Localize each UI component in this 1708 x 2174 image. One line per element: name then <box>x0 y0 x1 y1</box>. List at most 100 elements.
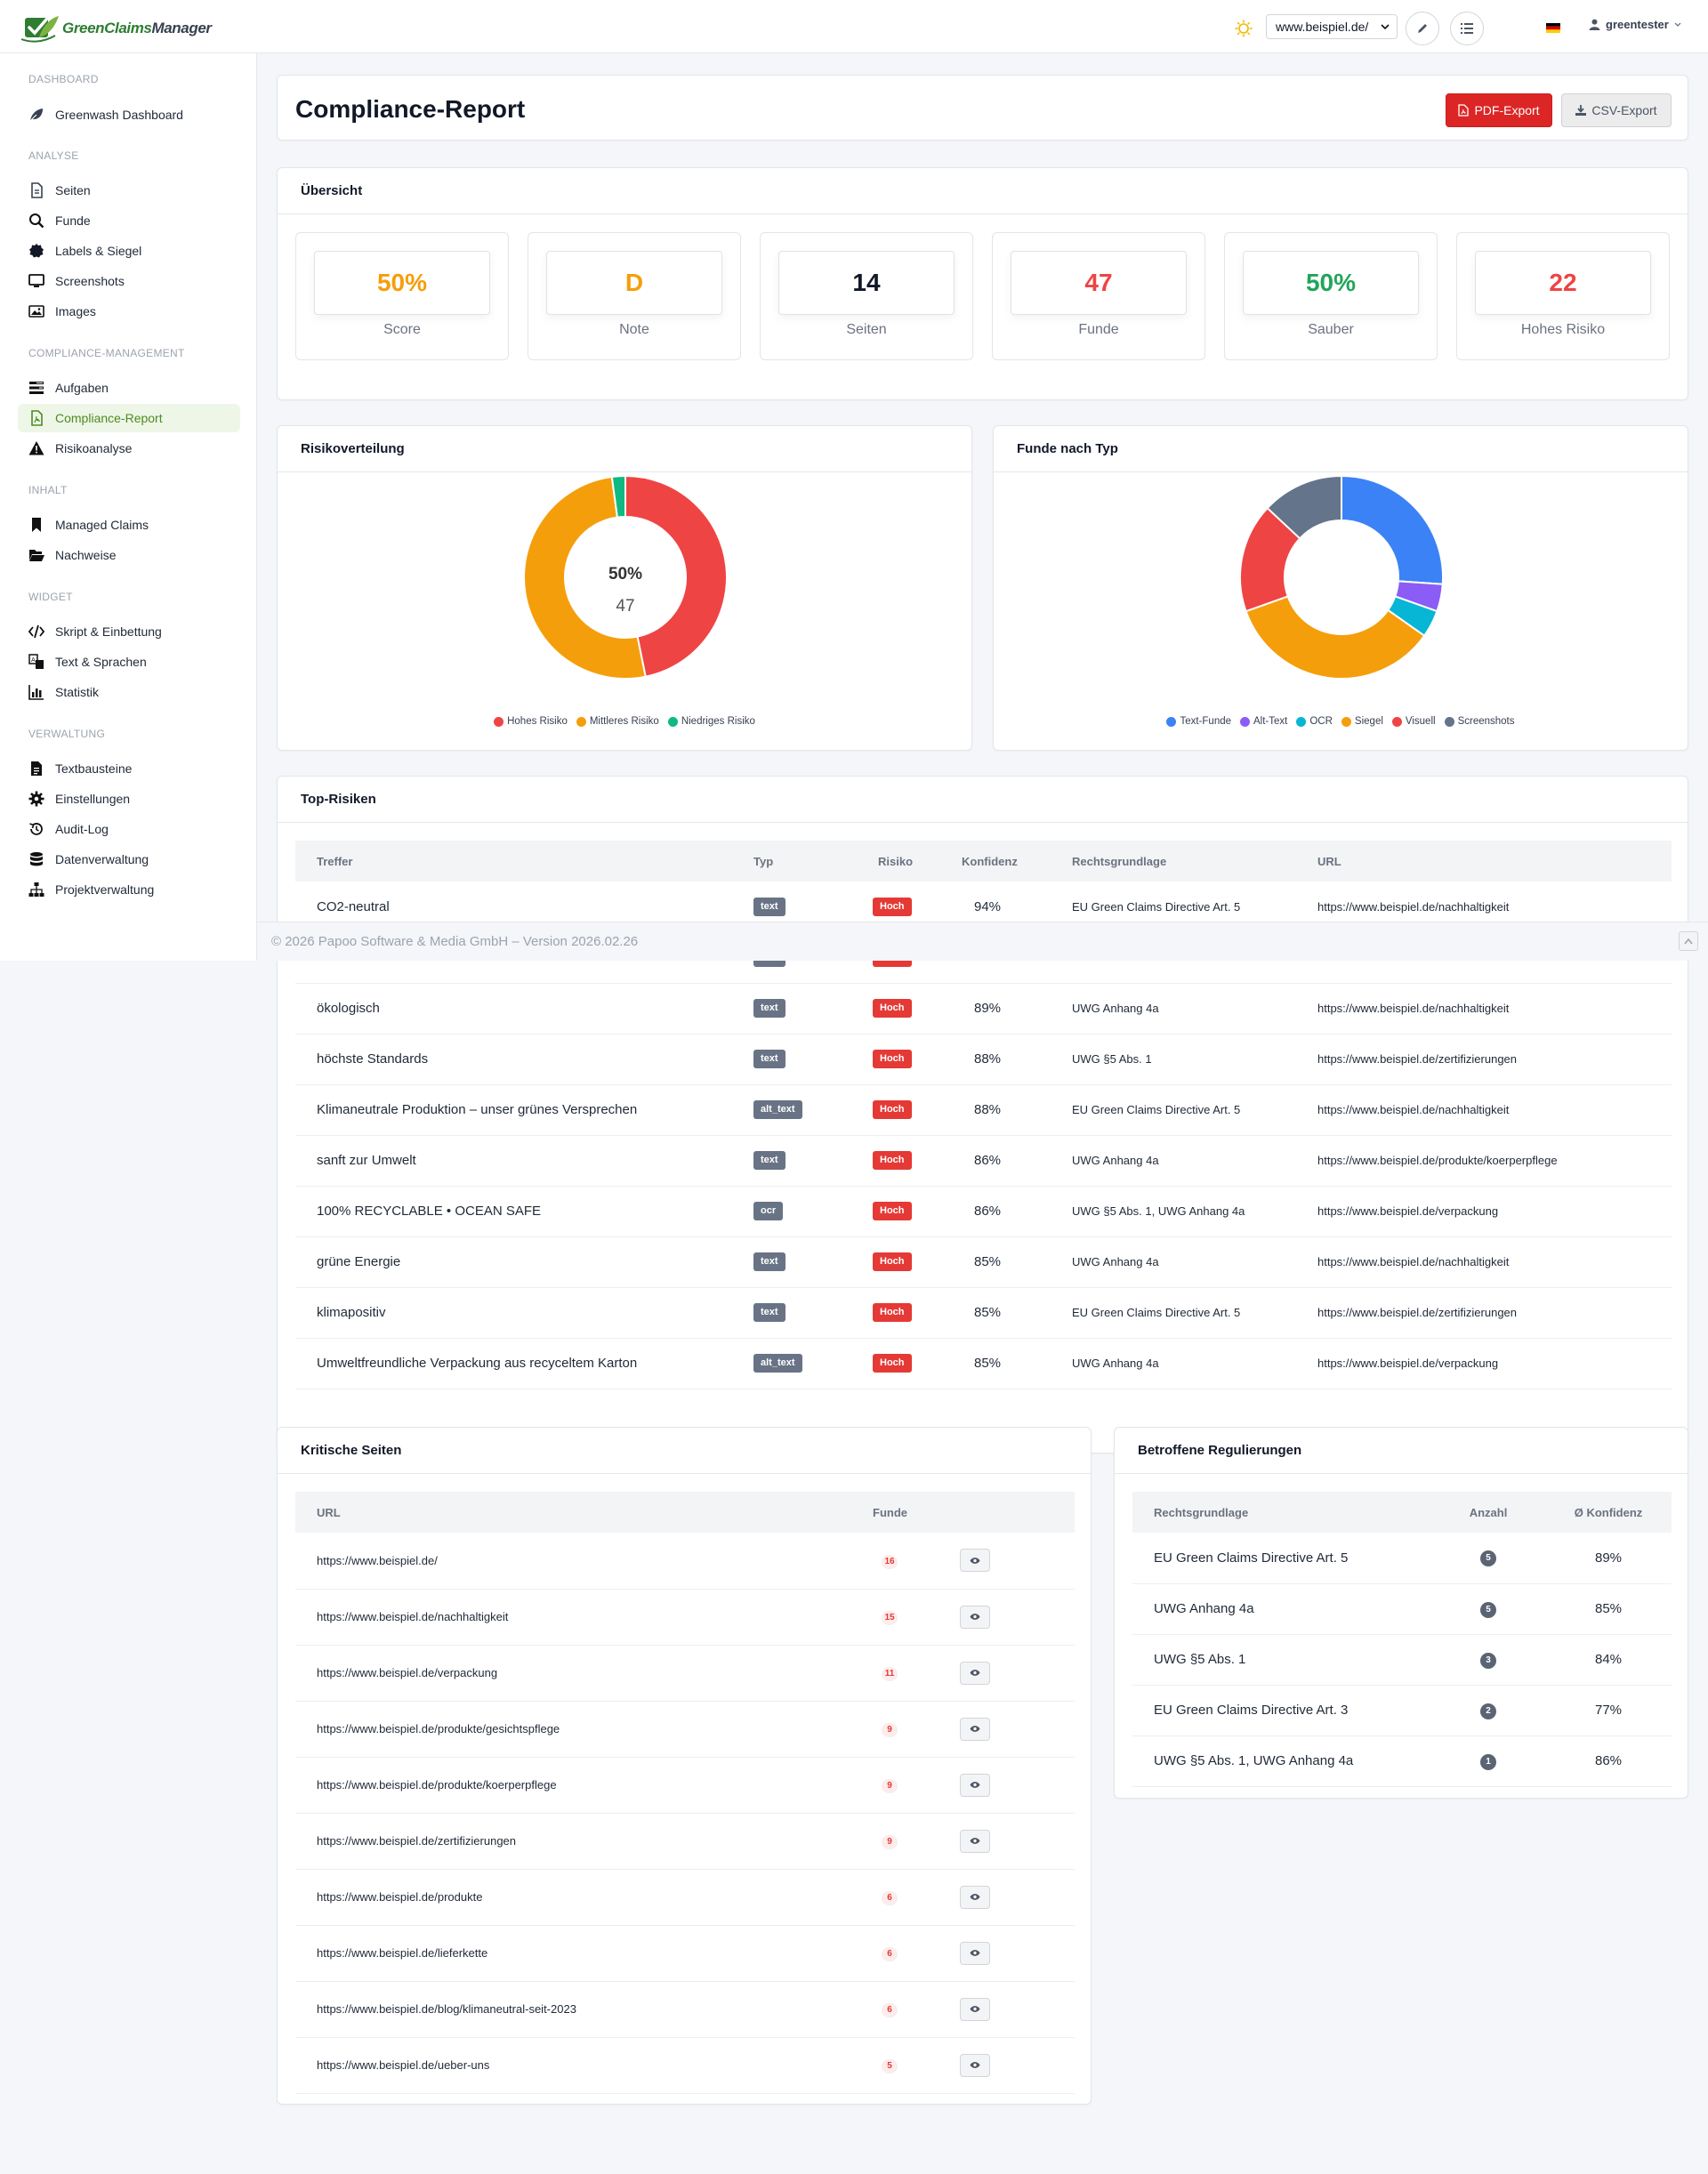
edit-button[interactable] <box>1406 12 1439 45</box>
col-funde[interactable]: Funde <box>851 1492 949 1533</box>
cell-url[interactable]: https://www.beispiel.de/nachhaltigkeit <box>1296 1236 1672 1288</box>
cell-url[interactable]: https://www.beispiel.de/nachhaltigkeit <box>1296 983 1672 1035</box>
view-page-button[interactable] <box>960 1605 990 1629</box>
app-logo[interactable]: GreenClaimsManager <box>20 11 212 46</box>
user-menu[interactable]: greentester <box>1589 18 1681 31</box>
table-row[interactable]: klimapositiv text Hoch 85% EU Green Claims D… <box>295 1287 1672 1339</box>
cell-url[interactable]: https://www.beispiel.de/nachhaltigkeit <box>295 1589 851 1646</box>
table-row[interactable]: https://www.beispiel.de/16 <box>295 1533 1075 1590</box>
sidebar-item-greenwash-dashboard[interactable]: Greenwash Dashboard <box>18 101 240 129</box>
col-risiko[interactable]: Risiko <box>851 841 944 882</box>
table-row[interactable]: https://www.beispiel.de/nachhaltigkeit 15 <box>295 1589 1075 1646</box>
list-button[interactable] <box>1450 12 1484 45</box>
sidebar-item-images[interactable]: Images <box>18 297 240 326</box>
sidebar-item-statistik[interactable]: Statistik <box>18 678 240 706</box>
table-row[interactable]: höchste Standards text Hoch 88% UWG §5 Abs. … <box>295 1034 1672 1085</box>
table-row[interactable]: grüne Energie text Hoch 85% UWG Anhang 4a htt… <box>295 1236 1672 1288</box>
legend-item[interactable]: Niedriges Risiko <box>667 716 755 727</box>
sidebar-item-projektverwaltung[interactable]: Projektverwaltung <box>18 875 240 904</box>
table-row[interactable]: EU Green Claims Directive Art. 3 2 77% <box>1132 1685 1672 1736</box>
table-row[interactable]: https://www.beispiel.de/ueber-uns 5 <box>295 2037 1075 2094</box>
sun-icon[interactable] <box>1235 20 1253 37</box>
legend-item[interactable]: Screenshots <box>1444 716 1515 727</box>
table-row[interactable]: https://www.beispiel.de/produkte 6 <box>295 1869 1075 1926</box>
view-page-button[interactable] <box>960 1549 990 1573</box>
risk_chart-slice-mittleres-risiko[interactable] <box>523 475 647 680</box>
legend-item[interactable]: Mittleres Risiko <box>576 716 659 727</box>
sidebar-item-screenshots[interactable]: Screenshots <box>18 267 240 295</box>
german-flag-icon[interactable] <box>1546 23 1560 33</box>
table-row[interactable]: https://www.beispiel.de/blog/klimaneutra… <box>295 1981 1075 2038</box>
col-url[interactable]: URL <box>1296 841 1672 882</box>
cell-url[interactable]: https://www.beispiel.de/produkte/koerper… <box>1296 1135 1672 1187</box>
type_chart-slice-text-funde[interactable] <box>1341 474 1444 585</box>
type_chart-slice-screenshots[interactable] <box>1266 474 1342 540</box>
site-select[interactable]: www.beispiel.de/ <box>1266 14 1398 39</box>
cell-url[interactable]: https://www.beispiel.de/nachhaltigkeit <box>1296 1084 1672 1136</box>
sidebar-item-nachweise[interactable]: Nachweise <box>18 541 240 569</box>
cell-url[interactable]: https://www.beispiel.de/produkte/koerper… <box>295 1757 851 1814</box>
table-row[interactable]: sanft zur Umwelt text Hoch 86% UWG Anhang 4a… <box>295 1135 1672 1187</box>
sidebar-item-einstellungen[interactable]: Einstellungen <box>18 785 240 813</box>
view-page-button[interactable] <box>960 1997 990 2021</box>
view-page-button[interactable] <box>960 1717 990 1741</box>
sidebar-item-seiten[interactable]: Seiten <box>18 176 240 205</box>
table-row[interactable]: Klimaneutrale Produktion – unser grünes … <box>295 1084 1672 1136</box>
cell-url[interactable]: https://www.beispiel.de/ueber-uns <box>295 2037 851 2094</box>
col-typ[interactable]: Typ <box>732 841 851 882</box>
sidebar-item-labels-siegel[interactable]: Labels & Siegel <box>18 237 240 265</box>
cell-url[interactable]: https://www.beispiel.de/zertifizierungen <box>295 1813 851 1870</box>
scroll-top-button[interactable] <box>1679 931 1698 951</box>
cell-url[interactable]: https://www.beispiel.de/zertifizierungen <box>1296 1034 1672 1085</box>
table-row[interactable]: UWG Anhang 4a 5 85% <box>1132 1583 1672 1635</box>
cell-url[interactable]: https://www.beispiel.de/ <box>295 1533 851 1590</box>
sidebar-item-risikoanalyse[interactable]: Risikoanalyse <box>18 434 240 463</box>
cell-url[interactable]: https://www.beispiel.de/blog/klimaneutra… <box>295 1981 851 2038</box>
table-row[interactable]: UWG §5 Abs. 1, UWG Anhang 4a 1 86% <box>1132 1735 1672 1787</box>
sidebar-item-text-sprachen[interactable]: A Text & Sprachen <box>18 648 240 676</box>
table-row[interactable]: UWG §5 Abs. 1 3 84% <box>1132 1634 1672 1686</box>
view-page-button[interactable] <box>960 1829 990 1853</box>
sidebar-item-datenverwaltung[interactable]: Datenverwaltung <box>18 845 240 874</box>
cell-url[interactable]: https://www.beispiel.de/zertifizierungen <box>1296 1287 1672 1339</box>
table-row[interactable]: Umweltfreundliche Verpackung aus recycel… <box>295 1338 1672 1389</box>
legend-item[interactable]: Siegel <box>1341 716 1383 727</box>
cell-url[interactable]: https://www.beispiel.de/verpackung <box>1296 1338 1672 1389</box>
legend-item[interactable]: Visuell <box>1391 716 1436 727</box>
cell-url[interactable]: https://www.beispiel.de/verpackung <box>1296 1186 1672 1237</box>
col-konfidenz[interactable]: Ø Konfidenz <box>1545 1492 1672 1533</box>
col-konfidenz[interactable]: Konfidenz <box>944 841 1051 882</box>
sidebar-item-skript[interactable]: Skript & Einbettung <box>18 617 240 646</box>
table-row[interactable]: https://www.beispiel.de/produkte/gesicht… <box>295 1701 1075 1758</box>
csv-export-button[interactable]: CSV-Export <box>1561 93 1672 127</box>
risk_chart-slice-niedriges-risiko[interactable] <box>610 474 626 519</box>
legend-item[interactable]: Hohes Risiko <box>494 716 568 727</box>
cell-url[interactable]: https://www.beispiel.de/verpackung <box>295 1645 851 1702</box>
view-page-button[interactable] <box>960 1941 990 1965</box>
table-row[interactable]: EU Green Claims Directive Art. 5 5 89% <box>1132 1533 1672 1584</box>
type_chart-slice-siegel[interactable] <box>1245 595 1426 680</box>
col-url[interactable]: URL <box>295 1492 851 1533</box>
sidebar-item-audit-log[interactable]: Audit-Log <box>18 815 240 843</box>
col-treffer[interactable]: Treffer <box>295 841 732 882</box>
view-page-button[interactable] <box>960 1885 990 1909</box>
legend-item[interactable]: Alt-Text <box>1240 716 1287 727</box>
table-row[interactable]: 100% RECYCLABLE • OCEAN SAFE ocr Hoch 86% UW… <box>295 1186 1672 1237</box>
sidebar-item-managed-claims[interactable]: Managed Claims <box>18 511 240 539</box>
pdf-export-button[interactable]: PDF-Export <box>1446 93 1552 127</box>
risk_chart-slice-hohes-risiko[interactable] <box>624 474 728 678</box>
sidebar-item-textbausteine[interactable]: Textbausteine <box>18 754 240 783</box>
cell-url[interactable]: https://www.beispiel.de/produkte/gesicht… <box>295 1701 851 1758</box>
legend-item[interactable]: Text-Funde <box>1166 716 1231 727</box>
col-anzahl[interactable]: Anzahl <box>1431 1492 1545 1533</box>
col-rechtsgrundlage[interactable]: Rechtsgrundlage <box>1132 1492 1431 1533</box>
cell-url[interactable]: https://www.beispiel.de/produkte <box>295 1869 851 1926</box>
table-row[interactable]: https://www.beispiel.de/produkte/koerper… <box>295 1757 1075 1814</box>
view-page-button[interactable] <box>960 1661 990 1685</box>
sidebar-item-funde[interactable]: Funde <box>18 206 240 235</box>
view-page-button[interactable] <box>960 1773 990 1797</box>
legend-item[interactable]: OCR <box>1296 716 1333 727</box>
table-row[interactable]: https://www.beispiel.de/zertifizierungen… <box>295 1813 1075 1870</box>
table-row[interactable]: https://www.beispiel.de/verpackung 11 <box>295 1645 1075 1702</box>
sidebar-item-compliance-report[interactable]: Compliance-Report <box>18 404 240 432</box>
